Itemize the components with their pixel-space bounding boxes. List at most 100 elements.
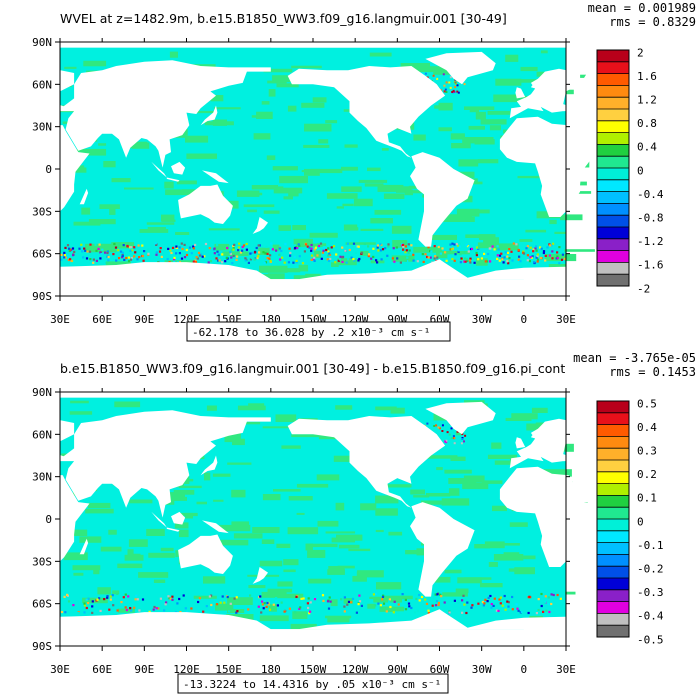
colorbar-swatch [597, 424, 629, 437]
noise-cell [434, 77, 437, 79]
ocean-patch [420, 500, 448, 505]
noise-cell [284, 242, 287, 246]
noise-cell [316, 254, 319, 257]
ocean-patch [450, 456, 466, 461]
noise-cell [66, 593, 69, 596]
ocean-patch [509, 522, 528, 527]
noise-cell [208, 247, 211, 250]
landmass [178, 534, 233, 574]
noise-cell [341, 260, 344, 263]
noise-cell [113, 242, 116, 246]
ocean-patch [483, 237, 499, 244]
noise-cell [416, 260, 419, 263]
noise-cell [310, 254, 314, 257]
noise-cell [297, 243, 300, 246]
noise-cell [389, 605, 392, 609]
colorbar-label: 0.8 [637, 117, 657, 130]
ocean-patch [204, 472, 211, 481]
ocean-patch [458, 159, 479, 167]
chart-panel-2: 30E 60E 90E 120E 150E 180 150W 120W 90W 60W 30W 0 30… [0, 351, 700, 694]
noise-cell [473, 249, 476, 252]
ocean-patch [333, 455, 353, 462]
noise-cell [332, 245, 336, 248]
noise-cell [432, 74, 435, 77]
noise-cell [434, 604, 438, 607]
ocean-patch [520, 66, 538, 72]
noise-cell [443, 90, 446, 93]
ocean-patch [377, 184, 404, 192]
noise-cell [178, 252, 181, 255]
colorbar-swatch [597, 625, 629, 638]
y-tick-label: 30N [32, 121, 52, 134]
noise-cell [461, 438, 464, 440]
ocean-patch [436, 251, 448, 259]
noise-cell [106, 250, 109, 253]
noise-cell [181, 247, 184, 251]
x-tick-label: 60W [430, 663, 450, 676]
noise-cell [153, 605, 156, 609]
noise-cell [453, 259, 456, 262]
noise-cell [296, 247, 299, 250]
noise-cell [471, 604, 474, 607]
noise-cell [155, 607, 158, 610]
noise-cell [536, 253, 539, 256]
noise-cell [386, 254, 389, 257]
x-tick-label: 30E [556, 313, 576, 326]
noise-cell [392, 247, 395, 250]
noise-cell [337, 259, 340, 262]
noise-cell [483, 252, 486, 255]
ocean-patch [343, 224, 358, 231]
noise-cell [402, 248, 405, 251]
noise-cell [215, 257, 218, 260]
noise-cell [241, 249, 244, 252]
noise-cell [350, 256, 353, 259]
noise-cell [263, 600, 266, 603]
noise-cell [253, 251, 257, 254]
noise-cell [310, 249, 313, 252]
noise-cell [522, 250, 525, 253]
colorbar-frame [596, 49, 630, 287]
ocean-patch [186, 153, 217, 159]
ocean-patch [279, 175, 308, 184]
noise-cell [168, 252, 171, 255]
noise-cell [313, 248, 316, 251]
noise-cell [480, 257, 483, 260]
ocean-patch [353, 198, 373, 207]
noise-cell [170, 251, 173, 255]
colorbar-label: -0.5 [637, 633, 664, 646]
ocean-patch [305, 273, 321, 278]
landmass [166, 177, 180, 182]
ocean-patch [477, 159, 499, 164]
ocean-patch [278, 225, 291, 231]
noise-cell [547, 603, 550, 606]
ocean-patch [356, 571, 369, 577]
noise-cell [322, 249, 325, 252]
range-label: -62.178 to 36.028 by .2 x10⁻³ cm s⁻¹ [192, 326, 430, 339]
noise-cell [477, 246, 481, 250]
colorbar-label: -2 [637, 282, 650, 295]
noise-cell [506, 251, 510, 254]
noise-cell [375, 259, 378, 262]
noise-cell [492, 604, 495, 607]
noise-cell [526, 245, 529, 248]
noise-cell [85, 257, 89, 260]
noise-cell [101, 248, 104, 251]
ocean-patch [164, 181, 174, 189]
ocean-patch [352, 575, 367, 582]
noise-cell [108, 608, 111, 611]
ocean-patch [169, 51, 178, 58]
ocean-patch [357, 570, 384, 578]
noise-cell [60, 253, 63, 256]
noise-cell [528, 595, 531, 598]
noise-cell [141, 244, 144, 247]
noise-cell [92, 261, 95, 264]
noise-cell [320, 257, 323, 260]
colorbar-swatch [597, 471, 629, 484]
x-tick-label: 30E [50, 663, 70, 676]
noise-cell [367, 255, 370, 258]
ocean-patch [283, 196, 293, 200]
noise-cell [405, 249, 408, 252]
noise-cell [490, 603, 493, 606]
noise-cell [458, 242, 461, 245]
noise-cell [490, 606, 493, 609]
